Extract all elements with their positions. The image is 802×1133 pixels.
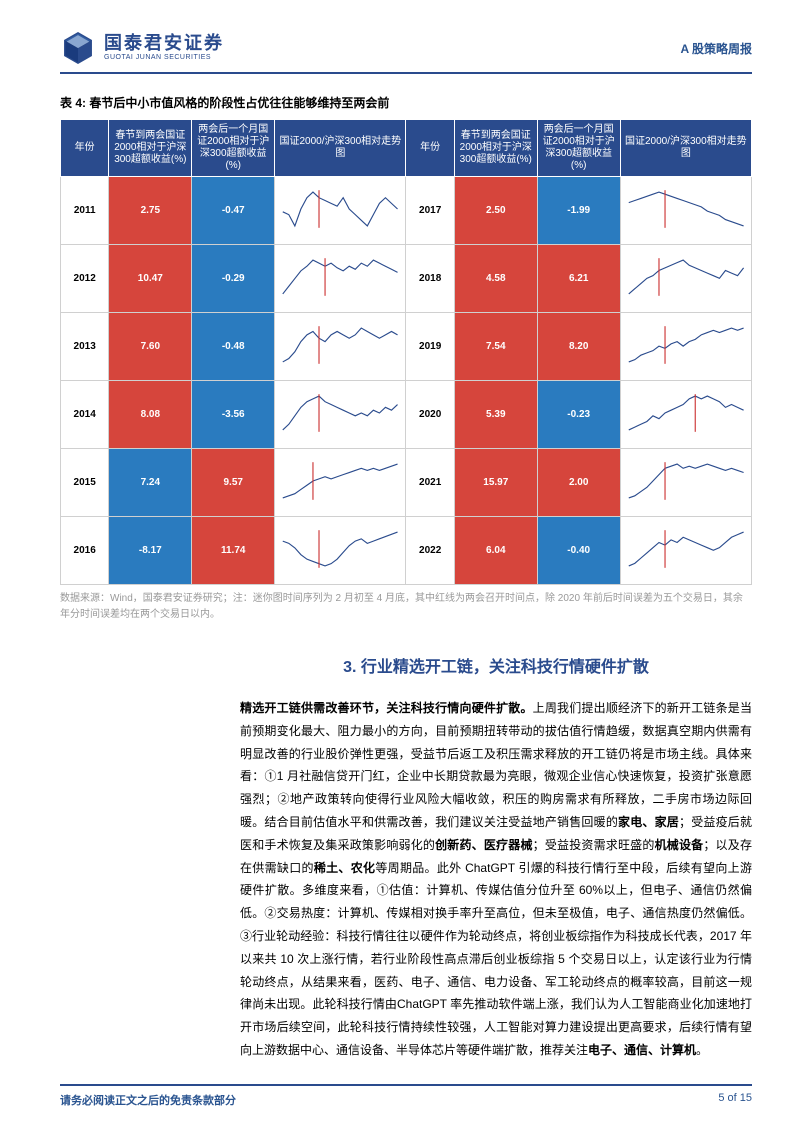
logo-text-en: GUOTAI JUNAN SECURITIES	[104, 54, 224, 62]
value-cell: 8.20	[537, 313, 620, 381]
value-cell: 7.60	[109, 313, 192, 381]
value-cell: 4.58	[454, 245, 537, 313]
value-cell: -1.99	[537, 177, 620, 245]
value-cell: 5.39	[454, 381, 537, 449]
value-cell: -0.47	[192, 177, 275, 245]
value-cell: -8.17	[109, 517, 192, 585]
year-cell: 2018	[406, 245, 454, 313]
value-cell: 7.54	[454, 313, 537, 381]
chart-cell	[275, 449, 406, 517]
year-cell: 2013	[61, 313, 109, 381]
mini-chart-icon	[279, 391, 401, 435]
table-source: 数据来源：Wind，国泰君安证券研究；注：迷你图时间序列为 2 月初至 4 月底…	[60, 591, 752, 623]
value-cell: 9.57	[192, 449, 275, 517]
page-number: 5 of 15	[718, 1092, 752, 1108]
value-cell: 7.24	[109, 449, 192, 517]
body-paragraph: 精选开工链供需改善环节，关注科技行情向硬件扩散。上周我们提出顺经济下的新开工链条…	[240, 697, 752, 1062]
table-row: 20157.249.57 202115.972.00	[61, 449, 752, 517]
chart-cell	[275, 517, 406, 585]
mini-chart-icon	[625, 391, 747, 435]
value-cell: 15.97	[454, 449, 537, 517]
th-year-r: 年份	[406, 120, 454, 177]
mini-chart-icon	[625, 459, 747, 503]
logo-cube-icon	[60, 30, 96, 66]
th-year: 年份	[61, 120, 109, 177]
table-row: 20112.75-0.47 20172.50-1.99	[61, 177, 752, 245]
page-header: 国泰君安证券 GUOTAI JUNAN SECURITIES A 股策略周报	[60, 30, 752, 74]
table-row: 20137.60-0.48 20197.548.20	[61, 313, 752, 381]
year-cell: 2022	[406, 517, 454, 585]
mini-chart-icon	[279, 323, 401, 367]
value-cell: 10.47	[109, 245, 192, 313]
logo-text-cn: 国泰君安证券	[104, 34, 224, 54]
page-footer: 请务必阅读正文之后的免责条款部分 5 of 15	[60, 1084, 752, 1108]
report-type: A 股策略周报	[680, 40, 752, 57]
chart-cell	[620, 177, 751, 245]
table-row: 2016-8.1711.74 20226.04-0.40	[61, 517, 752, 585]
mini-chart-icon	[279, 459, 401, 503]
mini-chart-icon	[625, 323, 747, 367]
th-col1-r: 春节到两会国证2000相对于沪深300超额收益(%)	[454, 120, 537, 177]
year-cell: 2017	[406, 177, 454, 245]
th-col2: 两会后一个月国证2000相对于沪深300超额收益(%)	[192, 120, 275, 177]
value-cell: 2.00	[537, 449, 620, 517]
chart-cell	[275, 177, 406, 245]
comparison-table: 年份 春节到两会国证2000相对于沪深300超额收益(%) 两会后一个月国证20…	[60, 119, 752, 585]
year-cell: 2015	[61, 449, 109, 517]
value-cell: -0.29	[192, 245, 275, 313]
chart-cell	[620, 313, 751, 381]
value-cell: 11.74	[192, 517, 275, 585]
table-row: 20148.08-3.56 20205.39-0.23	[61, 381, 752, 449]
value-cell: -0.23	[537, 381, 620, 449]
table-row: 201210.47-0.29 20184.586.21	[61, 245, 752, 313]
value-cell: -3.56	[192, 381, 275, 449]
mini-chart-icon	[279, 255, 401, 299]
chart-cell	[275, 313, 406, 381]
year-cell: 2021	[406, 449, 454, 517]
chart-cell	[620, 517, 751, 585]
mini-chart-icon	[625, 187, 747, 231]
logo: 国泰君安证券 GUOTAI JUNAN SECURITIES	[60, 30, 224, 66]
chart-cell	[275, 245, 406, 313]
value-cell: 2.75	[109, 177, 192, 245]
chart-cell	[620, 449, 751, 517]
year-cell: 2011	[61, 177, 109, 245]
disclaimer-text: 请务必阅读正文之后的免责条款部分	[60, 1092, 236, 1108]
table-title: 表 4: 春节后中小市值风格的阶段性占优往往能够维持至两会前	[60, 94, 752, 111]
year-cell: 2020	[406, 381, 454, 449]
value-cell: 6.21	[537, 245, 620, 313]
chart-cell	[275, 381, 406, 449]
value-cell: 6.04	[454, 517, 537, 585]
value-cell: -0.48	[192, 313, 275, 381]
year-cell: 2016	[61, 517, 109, 585]
th-col2-r: 两会后一个月国证2000相对于沪深300超额收益(%)	[537, 120, 620, 177]
value-cell: 8.08	[109, 381, 192, 449]
th-chart: 国证2000/沪深300相对走势图	[275, 120, 406, 177]
section-title: 3. 行业精选开工链，关注科技行情硬件扩散	[240, 653, 752, 677]
chart-cell	[620, 381, 751, 449]
mini-chart-icon	[625, 527, 747, 571]
value-cell: 2.50	[454, 177, 537, 245]
mini-chart-icon	[279, 527, 401, 571]
mini-chart-icon	[279, 187, 401, 231]
mini-chart-icon	[625, 255, 747, 299]
chart-cell	[620, 245, 751, 313]
th-chart-r: 国证2000/沪深300相对走势图	[620, 120, 751, 177]
value-cell: -0.40	[537, 517, 620, 585]
year-cell: 2019	[406, 313, 454, 381]
th-col1: 春节到两会国证2000相对于沪深300超额收益(%)	[109, 120, 192, 177]
year-cell: 2014	[61, 381, 109, 449]
year-cell: 2012	[61, 245, 109, 313]
